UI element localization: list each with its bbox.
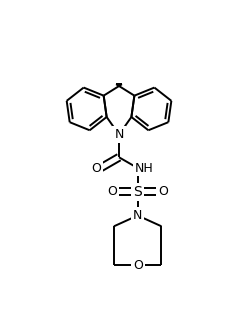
- Text: S: S: [133, 185, 142, 199]
- Text: NH: NH: [134, 162, 153, 175]
- Text: O: O: [158, 185, 168, 198]
- Text: N: N: [114, 128, 124, 141]
- Text: O: O: [133, 259, 143, 272]
- Text: O: O: [107, 185, 117, 198]
- Text: O: O: [91, 162, 101, 175]
- Text: N: N: [133, 209, 142, 222]
